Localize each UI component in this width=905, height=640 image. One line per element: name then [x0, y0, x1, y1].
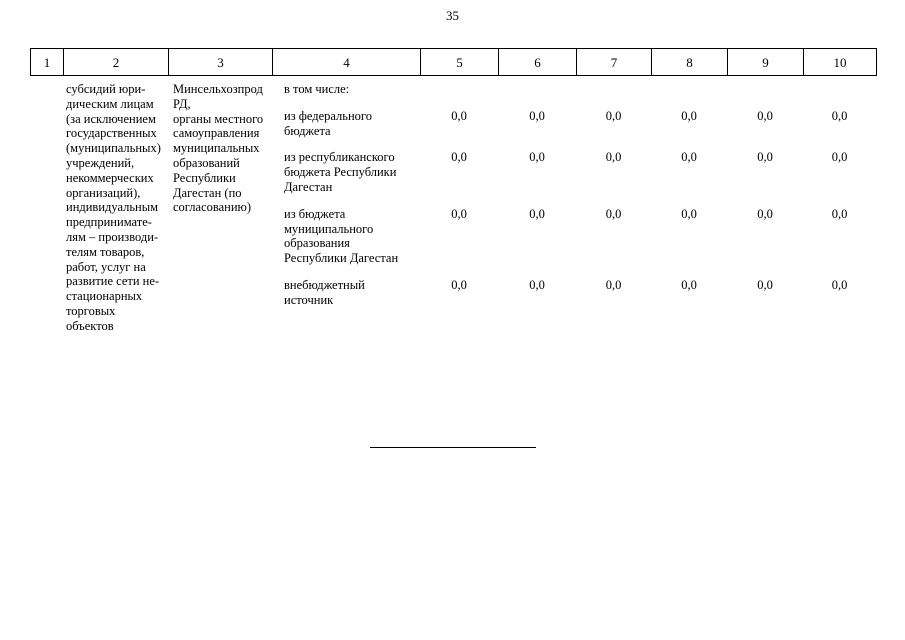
- value-cell: 0,0: [681, 108, 697, 123]
- funding-row-extrabudgetary: внебюджетный источник 0,0 0,0 0,0 0,0 0,…: [272, 278, 876, 308]
- column-header-10: 10: [804, 49, 877, 75]
- funding-source-label: внебюджетный источник: [284, 277, 365, 307]
- column-header-9: 9: [728, 49, 804, 75]
- value-cell: 0,0: [681, 150, 697, 165]
- value-cell: 0,0: [757, 206, 773, 221]
- value-cell: 0,0: [605, 108, 622, 123]
- value-cell: 0,0: [757, 108, 773, 123]
- funding-source-label: из республиканского бюджета Республики Д…: [284, 150, 397, 194]
- value-cell: 0,0: [451, 206, 467, 221]
- page-number: 35: [446, 8, 459, 23]
- value-cell: 0,0: [451, 277, 467, 292]
- value-cell: 0,0: [529, 277, 545, 292]
- column-header-7: 7: [577, 49, 652, 75]
- funding-source-label: из федерального бюджета: [284, 108, 372, 138]
- horizontal-rule: [370, 447, 536, 448]
- funding-intro-label: в том числе:: [284, 82, 350, 96]
- funding-row-municipal: из бюджета муниципального образования Ре…: [272, 207, 876, 266]
- funding-source-label: из бюджета муниципального образования Ре…: [284, 206, 399, 266]
- value-cell: 0,0: [529, 108, 545, 123]
- table-header-row: 1 2 3 4 5 6 7 8 9 10: [30, 48, 877, 76]
- table-body: субсидий юри- дическим лицам (за исключе…: [30, 75, 876, 334]
- value-cell: 0,0: [681, 206, 697, 221]
- funding-row-federal: из федерального бюджета 0,0 0,0 0,0 0,0 …: [272, 109, 876, 139]
- executor-cell: Минсельхозпрод РД, органы местного самоу…: [173, 82, 264, 215]
- value-cell: 0,0: [451, 150, 467, 165]
- value-cell: 0,0: [605, 150, 622, 165]
- funding-intro-row: в том числе:: [272, 82, 876, 97]
- column-header-5: 5: [421, 49, 499, 75]
- value-cell: 0,0: [605, 206, 622, 221]
- value-cell: 0,0: [757, 150, 773, 165]
- column-header-8: 8: [652, 49, 728, 75]
- value-cell: 0,0: [831, 150, 848, 165]
- value-cell: 0,0: [831, 277, 848, 292]
- funding-breakdown: в том числе: из федерального бюджета 0,0…: [272, 82, 876, 334]
- value-cell: 0,0: [605, 277, 622, 292]
- value-cell: 0,0: [831, 108, 848, 123]
- value-cell: 0,0: [529, 150, 545, 165]
- funding-row-republican: из республиканского бюджета Республики Д…: [272, 150, 876, 194]
- value-cell: 0,0: [529, 206, 545, 221]
- value-cell: 0,0: [681, 277, 697, 292]
- measure-description-cell: субсидий юри- дическим лицам (за исключе…: [66, 82, 161, 333]
- column-header-4: 4: [273, 49, 421, 75]
- column-header-1: 1: [31, 49, 64, 75]
- value-cell: 0,0: [757, 277, 773, 292]
- column-header-6: 6: [499, 49, 577, 75]
- column-header-3: 3: [169, 49, 273, 75]
- column-header-2: 2: [64, 49, 169, 75]
- value-cell: 0,0: [831, 206, 848, 221]
- value-cell: 0,0: [451, 108, 467, 123]
